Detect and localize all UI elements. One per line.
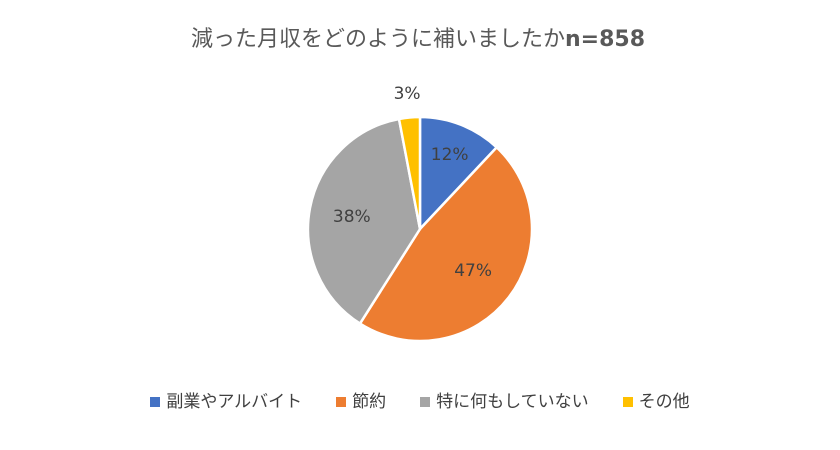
chart-title: 減った月収をどのように補いましたかn=858 [191,27,645,52]
slice-data-label: 12% [431,145,469,165]
legend-swatch [150,397,161,407]
pie-slice [397,115,422,231]
legend-swatch [336,397,347,407]
legend: 副業やアルバイト 節約 特に何もしていない その他 [0,392,840,412]
legend-label: 副業やアルバイト [166,392,303,412]
legend-label: 節約 [352,392,387,412]
pie-slice [418,115,498,231]
legend-label: その他 [638,392,690,412]
slice-data-label: 38% [333,207,371,227]
legend-label: 特に何もしていない [436,392,589,412]
pie-group [306,115,534,343]
legend-item: その他 [622,392,690,412]
pie-slice [358,146,534,343]
pie-labels: 12% 47% 38% 3% [333,84,492,281]
legend-swatch [622,397,633,407]
legend-item: 副業やアルバイト [150,392,302,412]
legend-item: 特に何もしていない [420,392,589,412]
slice-data-label: 3% [394,84,421,104]
chart-title-text: 減った月収をどのように補いましたか [191,27,565,52]
slice-data-label: 47% [454,261,492,281]
sample-size-label: n=858 [565,27,645,52]
pie-slice [306,117,422,325]
legend-swatch [420,397,431,407]
legend-item: 節約 [336,392,386,412]
